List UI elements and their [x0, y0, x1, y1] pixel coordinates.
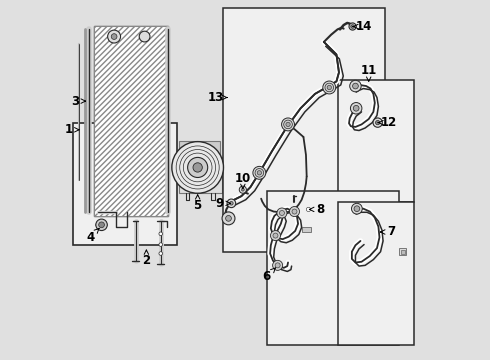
Circle shape [284, 120, 293, 129]
Circle shape [373, 118, 382, 127]
Circle shape [98, 222, 104, 228]
Circle shape [227, 199, 236, 208]
Circle shape [290, 207, 299, 217]
Circle shape [327, 85, 331, 90]
Circle shape [222, 212, 235, 225]
Text: 5: 5 [194, 195, 202, 212]
Circle shape [253, 166, 266, 179]
Circle shape [282, 118, 294, 131]
Circle shape [139, 31, 150, 42]
Circle shape [159, 252, 163, 255]
Text: 12: 12 [378, 116, 397, 129]
Bar [338, 80, 414, 202]
Text: 10: 10 [235, 172, 251, 189]
Circle shape [323, 81, 336, 94]
Circle shape [351, 203, 362, 214]
Circle shape [257, 171, 262, 175]
Circle shape [242, 188, 245, 191]
Circle shape [225, 216, 231, 221]
Circle shape [270, 230, 280, 240]
Bar [95, 26, 168, 216]
Circle shape [193, 163, 202, 172]
Circle shape [350, 80, 361, 92]
Circle shape [96, 219, 107, 230]
Circle shape [325, 83, 334, 92]
Circle shape [354, 206, 360, 212]
Text: 4: 4 [86, 228, 99, 244]
Bar [73, 123, 177, 244]
Bar [179, 157, 221, 193]
Circle shape [239, 186, 246, 193]
Circle shape [375, 121, 380, 125]
Text: 2: 2 [142, 250, 150, 267]
Circle shape [230, 202, 233, 205]
Text: 8: 8 [310, 203, 324, 216]
Circle shape [159, 243, 163, 246]
Text: 7: 7 [381, 225, 395, 238]
Circle shape [351, 25, 354, 28]
Circle shape [111, 34, 117, 40]
Text: 11: 11 [361, 64, 377, 81]
Text: 1: 1 [65, 123, 79, 136]
Bar [302, 227, 311, 232]
Circle shape [306, 207, 311, 212]
Text: 9: 9 [216, 197, 230, 210]
Circle shape [275, 263, 280, 268]
Circle shape [273, 233, 278, 238]
Circle shape [292, 209, 297, 214]
Text: 13: 13 [208, 91, 227, 104]
Bar [179, 140, 220, 157]
Circle shape [353, 83, 358, 89]
Circle shape [188, 157, 208, 177]
Bar [399, 248, 406, 255]
Bar [304, 207, 313, 212]
Bar [401, 250, 405, 253]
Circle shape [350, 103, 362, 114]
Circle shape [353, 105, 359, 111]
Circle shape [172, 141, 223, 193]
Bar [267, 191, 399, 345]
Circle shape [286, 122, 290, 127]
Circle shape [277, 208, 287, 218]
Circle shape [349, 23, 356, 30]
Circle shape [255, 168, 264, 177]
Bar [95, 26, 168, 216]
Circle shape [279, 211, 285, 216]
Text: 6: 6 [262, 268, 275, 283]
Circle shape [108, 30, 121, 43]
Text: 3: 3 [71, 95, 85, 108]
Bar [223, 8, 385, 252]
Text: 14: 14 [353, 20, 372, 33]
Circle shape [159, 232, 163, 235]
Circle shape [272, 260, 283, 270]
Bar [338, 202, 414, 345]
